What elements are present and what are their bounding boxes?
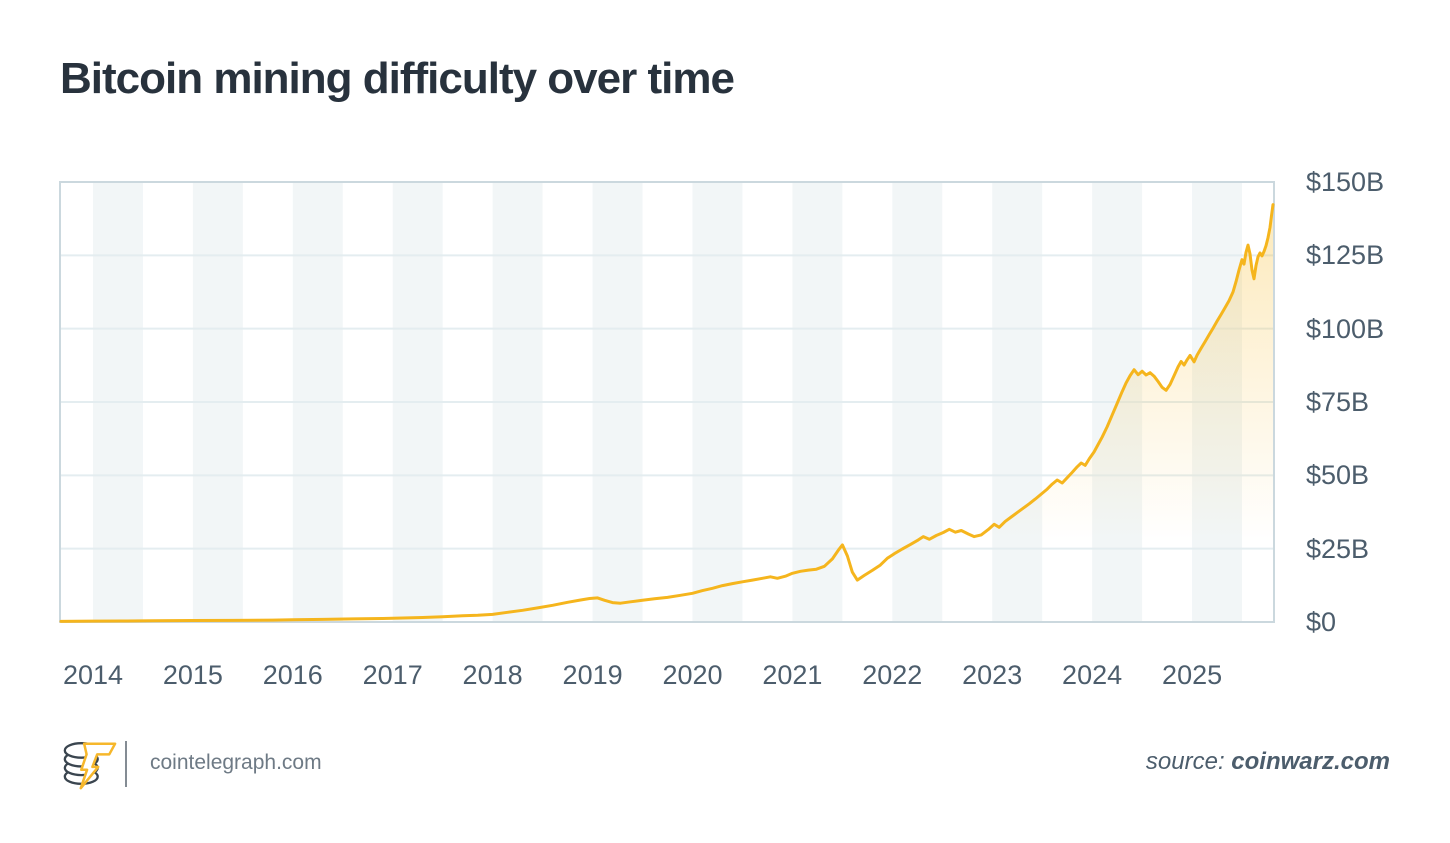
x-tick-2021: 2021 <box>762 660 823 690</box>
x-tick-2015: 2015 <box>162 660 223 690</box>
source-value: coinwarz.com <box>1231 748 1390 775</box>
y-tick-0: $0 <box>1306 607 1337 637</box>
y-tick-75: $75B <box>1306 387 1370 417</box>
brand-url: cointelegraph.com <box>150 751 322 774</box>
cointelegraph-logo-icon <box>63 742 117 790</box>
x-tick-2020: 2020 <box>662 660 723 690</box>
y-tick-150: $150B <box>1306 167 1385 197</box>
y-tick-25: $25B <box>1306 533 1370 564</box>
x-tick-2022: 2022 <box>862 660 923 690</box>
y-tick-50: $50B <box>1306 460 1370 491</box>
x-tick-2023: 2023 <box>962 660 1023 690</box>
x-tick-2017: 2017 <box>362 660 423 690</box>
footer-divider <box>125 741 127 787</box>
x-tick-2014: 2014 <box>62 660 124 690</box>
x-tick-2025: 2025 <box>1162 660 1223 690</box>
lightning-bolt-icon <box>79 742 117 790</box>
footer-brand <box>60 736 118 792</box>
x-tick-2019: 2019 <box>562 660 623 690</box>
difficulty-line <box>59 203 1275 623</box>
y-tick-125: $125B <box>1306 240 1385 271</box>
x-tick-2016: 2016 <box>262 660 323 690</box>
x-tick-2018: 2018 <box>462 660 523 690</box>
page-title: Bitcoin mining difficulty over time <box>60 54 735 103</box>
difficulty-area-fill <box>61 204 1273 622</box>
source-attribution: source: coinwarz.com <box>1146 748 1390 776</box>
source-label: source: <box>1145 748 1225 775</box>
x-tick-2024: 2024 <box>1062 660 1123 690</box>
y-tick-100: $100B <box>1306 313 1385 344</box>
